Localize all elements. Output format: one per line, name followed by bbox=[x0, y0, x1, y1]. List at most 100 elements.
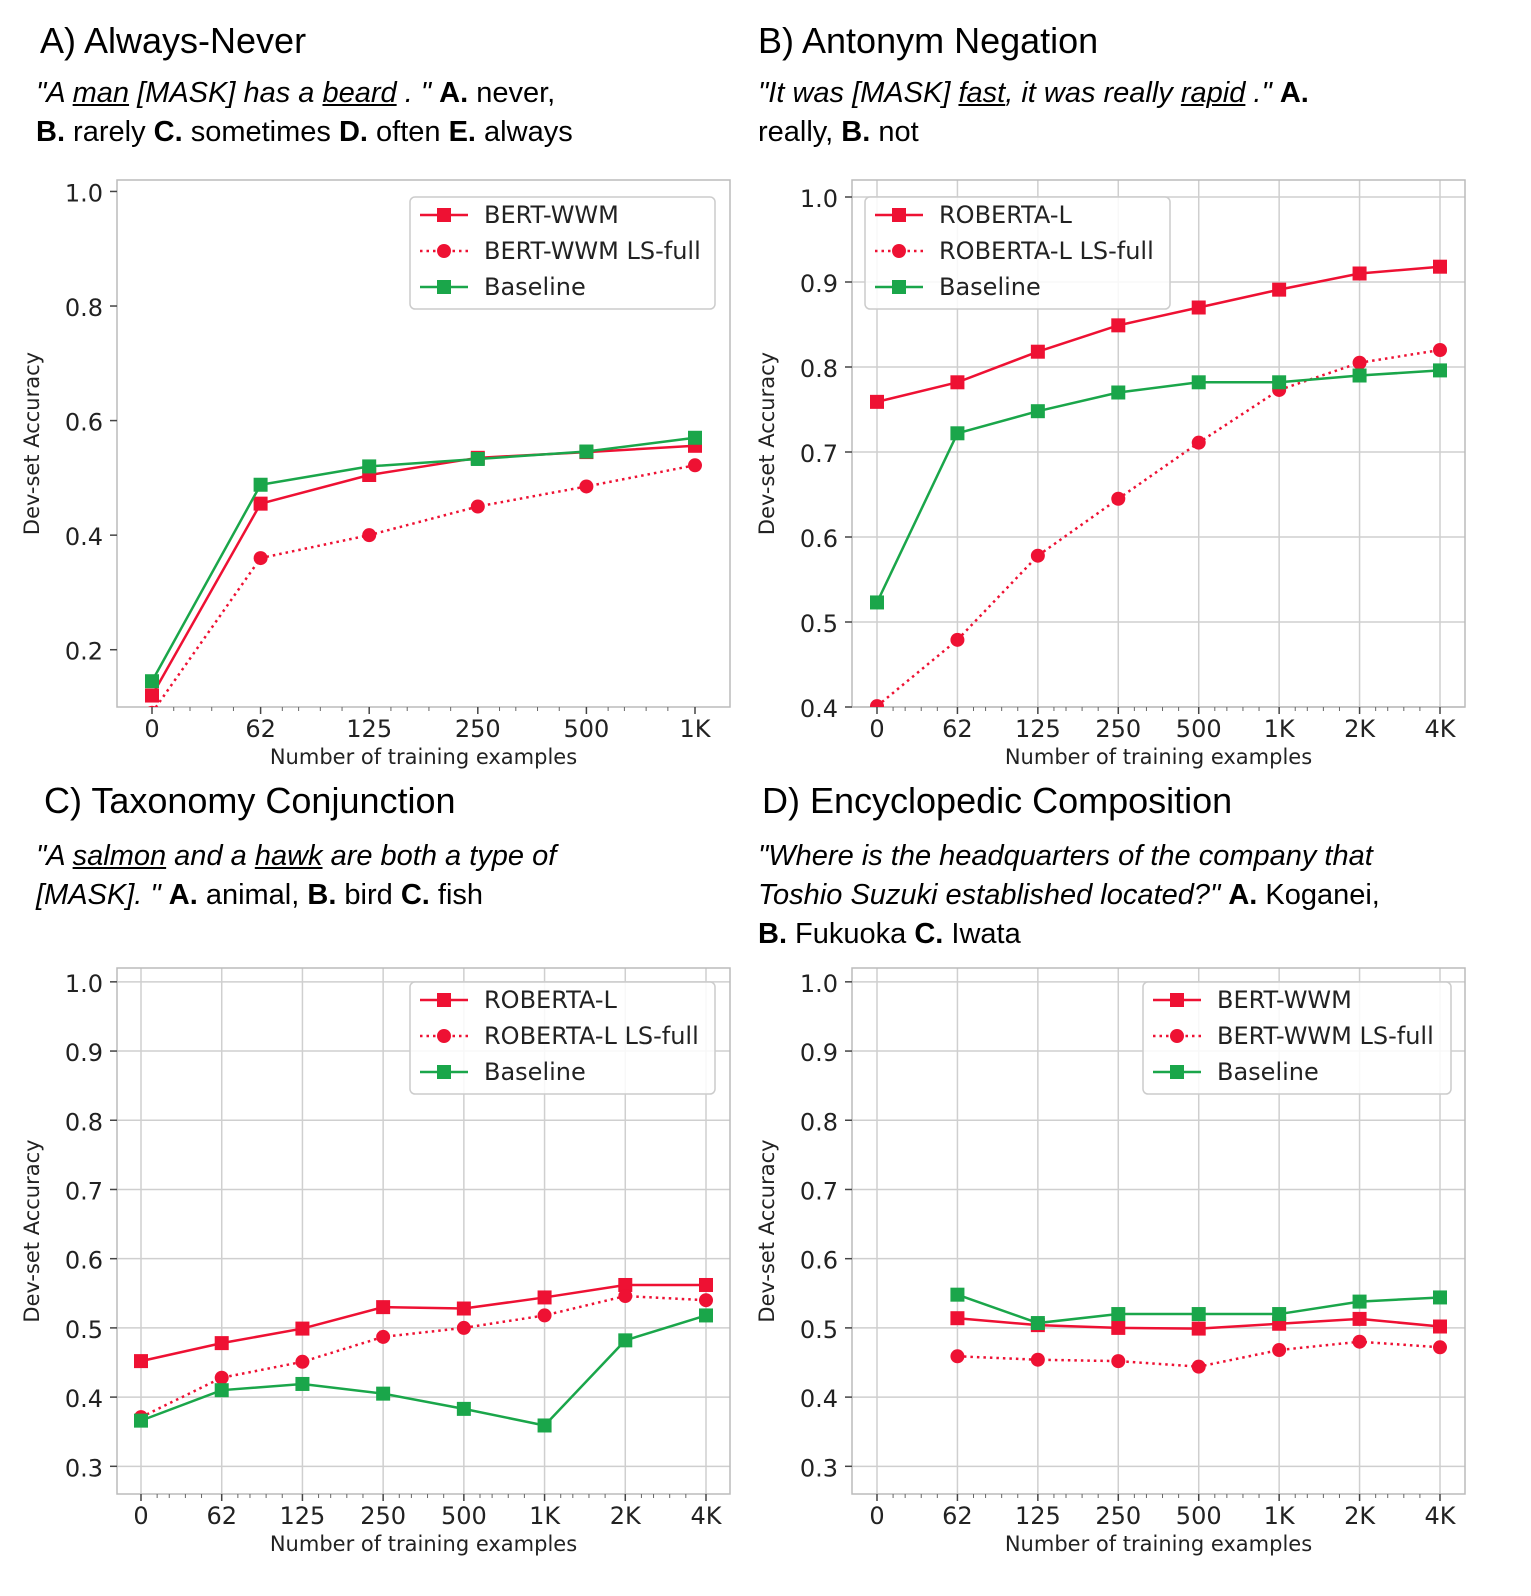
y-tick-label: 0.7 bbox=[800, 440, 838, 468]
panel-title: B) Antonym Negation bbox=[758, 20, 1099, 61]
data-point bbox=[1352, 368, 1367, 383]
legend-box bbox=[1142, 981, 1452, 1095]
legend-label: Baseline bbox=[484, 1058, 586, 1086]
description-run: [MASK]. " bbox=[36, 879, 169, 911]
description-run: sometimes bbox=[182, 116, 339, 148]
series-line bbox=[876, 348, 1441, 707]
data-point bbox=[1191, 435, 1206, 450]
plot-frame bbox=[851, 179, 1466, 708]
legend-label: ROBERTA-L bbox=[939, 201, 1072, 229]
data-point bbox=[1191, 1321, 1206, 1336]
data-point bbox=[362, 528, 377, 543]
x-tick-label: 250 bbox=[360, 1502, 406, 1530]
description-run: C. bbox=[914, 918, 944, 950]
legend-marker bbox=[1170, 1065, 1184, 1079]
data-point bbox=[376, 1300, 391, 1315]
data-point bbox=[579, 479, 594, 494]
legend-marker bbox=[437, 1065, 451, 1079]
data-point bbox=[1111, 491, 1126, 506]
legend-marker bbox=[437, 208, 451, 222]
description-run: really, bbox=[758, 116, 842, 148]
description-run: B. bbox=[307, 879, 337, 911]
y-tick-label: 0.3 bbox=[65, 1454, 103, 1482]
data-point bbox=[1352, 266, 1367, 281]
legend-marker bbox=[437, 1029, 451, 1043]
y-axis-label: Dev-set Accuracy bbox=[755, 1139, 779, 1322]
x-tick-label: 62 bbox=[245, 715, 276, 743]
y-tick-label: 0.8 bbox=[800, 1108, 838, 1136]
data-point bbox=[134, 1354, 148, 1369]
data-point bbox=[1111, 318, 1126, 333]
chart-2: 0 62 125 250 500 1K 2K 4K 0.3 0.4 0.5 0.6 0.7 0.8 0.9 1… bbox=[20, 967, 731, 1556]
data-point bbox=[470, 499, 485, 514]
series-line bbox=[140, 1283, 706, 1363]
x-axis-label: Number of training examples bbox=[1005, 745, 1312, 769]
data-point bbox=[253, 551, 268, 566]
y-tick-label: 1.0 bbox=[65, 970, 103, 998]
x-tick-label: 125 bbox=[1015, 1502, 1061, 1530]
data-point bbox=[147, 705, 157, 707]
x-tick-label: 250 bbox=[455, 715, 501, 743]
data-point bbox=[618, 1289, 633, 1304]
data-point bbox=[1111, 385, 1126, 400]
y-tick-label: 0.8 bbox=[800, 355, 838, 383]
data-point bbox=[1433, 363, 1447, 378]
y-tick-label: 0.4 bbox=[800, 1385, 838, 1413]
data-point bbox=[950, 1287, 965, 1302]
y-axis-label: Dev-set Accuracy bbox=[20, 1139, 44, 1322]
x-tick-label: 1K bbox=[1264, 715, 1296, 743]
description-run: beard bbox=[322, 77, 396, 109]
series-line bbox=[876, 265, 1441, 404]
description-run: , it was really bbox=[1005, 77, 1181, 109]
y-tick-label: 0.4 bbox=[800, 695, 838, 723]
legend-marker bbox=[437, 280, 451, 294]
legend-marker bbox=[1170, 1029, 1184, 1043]
y-axis-label: Dev-set Accuracy bbox=[20, 352, 44, 535]
data-point bbox=[950, 426, 965, 441]
data-point bbox=[950, 1349, 965, 1364]
series-line bbox=[875, 369, 1441, 603]
y-tick-label: 0.3 bbox=[800, 1454, 838, 1482]
plot-area bbox=[870, 259, 1447, 707]
y-tick-label: 0.2 bbox=[65, 638, 103, 666]
data-point bbox=[1352, 1334, 1367, 1349]
plot-frame bbox=[851, 967, 1466, 1495]
data-point bbox=[699, 1293, 713, 1308]
description-run: man bbox=[73, 77, 129, 109]
x-tick-label: 500 bbox=[563, 715, 609, 743]
description-run: Koganei, bbox=[1257, 879, 1380, 911]
panel-description: "A man [MASK] has a beard . " A. never, … bbox=[36, 74, 573, 152]
data-point bbox=[618, 1277, 633, 1292]
legend-marker bbox=[1170, 993, 1184, 1007]
plot-frame bbox=[116, 179, 731, 708]
legend-label: Baseline bbox=[1217, 1058, 1319, 1086]
x-tick-label: 250 bbox=[1095, 1502, 1141, 1530]
y-axis-label: Dev-set Accuracy bbox=[755, 352, 779, 535]
underlined-word: hawk bbox=[254, 840, 323, 872]
data-point bbox=[295, 1321, 310, 1336]
plot-area bbox=[950, 1287, 1447, 1374]
data-point bbox=[618, 1333, 633, 1348]
legend-label: Baseline bbox=[484, 273, 586, 301]
description-run: often bbox=[367, 116, 449, 148]
x-tick-label: 2K bbox=[1344, 715, 1376, 743]
description-run: E. bbox=[448, 116, 476, 148]
data-point bbox=[253, 496, 268, 511]
legend-label: ROBERTA-L LS-full bbox=[484, 1022, 699, 1050]
description-run: "A bbox=[36, 840, 73, 872]
data-point bbox=[699, 1308, 713, 1323]
panel-taxonomy-conjunction: C) Taxonomy Conjunction "A salmon and a … bbox=[0, 0, 765, 1596]
description-run: A. bbox=[1279, 77, 1309, 109]
data-point bbox=[1272, 282, 1287, 297]
y-tick-label: 1.0 bbox=[65, 179, 103, 207]
legend-label: ROBERTA-L bbox=[484, 986, 617, 1014]
chart-1: 0 62 125 250 500 1K 2K 4K 0.4 0.5 0.6 0.7 0.8 0.9 1.0 N… bbox=[755, 179, 1466, 769]
x-tick-label: 62 bbox=[942, 1502, 973, 1530]
description-run: . " bbox=[396, 77, 440, 109]
data-point bbox=[579, 444, 594, 459]
y-tick-label: 0.9 bbox=[800, 1039, 838, 1067]
data-point bbox=[1030, 404, 1045, 419]
description-run: D. bbox=[338, 116, 368, 148]
underlined-word: fast bbox=[958, 77, 1006, 109]
